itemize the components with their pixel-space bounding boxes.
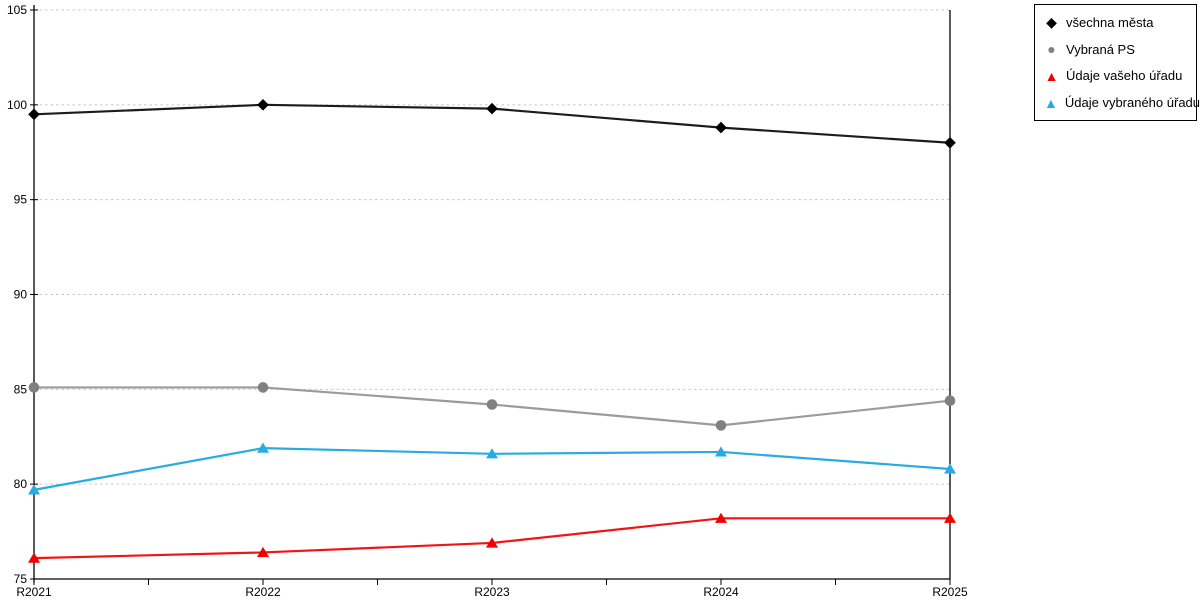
data-point — [28, 484, 40, 495]
y-axis-label: 75 — [14, 572, 28, 586]
data-point — [486, 102, 498, 115]
legend-item-vsechna-mesta: ◆ všechna města — [1044, 9, 1192, 36]
legend-item-udaje-vaseho-uradu: ▲ Údaje vašeho úřadu — [1044, 63, 1192, 90]
legend-label: Vybraná PS — [1066, 41, 1135, 57]
x-axis-label: R2022 — [245, 585, 281, 599]
data-point — [486, 537, 498, 548]
legend-label: Údaje vybraného úřadu — [1064, 95, 1200, 111]
data-point — [944, 136, 956, 149]
legend-item-udaje-vybraneho-uradu: ▲ Údaje vybraného úřadu — [1044, 89, 1200, 116]
data-point — [28, 108, 40, 121]
x-axis-label: R2024 — [703, 585, 739, 599]
data-point — [28, 382, 40, 393]
data-point — [257, 382, 269, 393]
y-axis-label: 80 — [14, 477, 28, 491]
legend-label: všechna města — [1066, 14, 1154, 30]
data-point — [715, 512, 727, 523]
data-point — [257, 546, 269, 558]
legend: ◆ všechna města ● Vybraná PS ▲ Údaje vaš… — [1034, 4, 1200, 121]
data-point — [486, 448, 498, 459]
y-axis-label: 100 — [7, 98, 27, 112]
triangle-icon: ▲ — [1044, 94, 1058, 111]
y-axis-label: 90 — [14, 288, 28, 302]
data-point — [944, 512, 956, 523]
data-point — [715, 420, 727, 431]
data-point — [944, 463, 956, 474]
x-axis-label: R2021 — [16, 585, 52, 599]
y-axis-label: 95 — [14, 193, 28, 207]
x-axis-label: R2025 — [932, 585, 968, 599]
legend-item-vybrana-ps: ● Vybraná PS — [1044, 36, 1192, 63]
data-point — [257, 99, 269, 111]
y-axis-label: 85 — [14, 382, 28, 396]
data-point — [486, 399, 498, 410]
data-point — [28, 552, 40, 563]
circle-icon: ● — [1047, 41, 1056, 58]
data-point — [257, 442, 269, 453]
data-point — [944, 395, 956, 407]
data-point — [715, 121, 727, 134]
legend-label: Údaje vašeho úřadu — [1066, 68, 1183, 84]
y-axis-label: 105 — [7, 3, 27, 17]
diamond-icon: ◆ — [1046, 14, 1057, 31]
x-axis-label: R2023 — [474, 585, 510, 599]
data-point — [715, 446, 727, 457]
triangle-icon: ▲ — [1044, 67, 1059, 84]
